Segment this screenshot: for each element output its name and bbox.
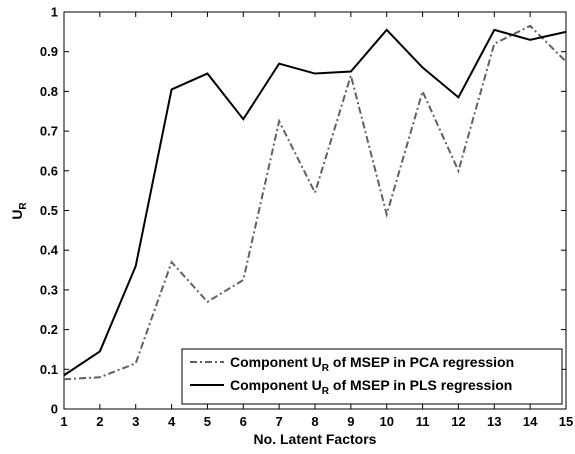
legend-label-pca-post: of MSEP in PCA regression (329, 354, 514, 370)
legend-label-pca-subscript: R (322, 363, 330, 374)
y-axis-title: UR (9, 202, 29, 220)
y-axis-title-main: U (9, 210, 25, 220)
x-tick-label: 15 (559, 414, 573, 429)
legend-label-pls-subscript: R (322, 386, 330, 397)
y-tick-label: 1 (51, 5, 58, 20)
legend-box (181, 348, 563, 405)
legend-label-pls-post: of MSEP in PLS regression (329, 377, 512, 393)
x-tick-label: 4 (168, 414, 176, 429)
legend-label-pls-pre: Component U (230, 377, 322, 393)
legend: Component UR of MSEP in PCA regression C… (181, 348, 563, 405)
x-tick-label: 8 (311, 414, 318, 429)
series-line-pca (63, 24, 567, 381)
y-axis-title-subscript: R (18, 202, 29, 210)
x-tick-label: 9 (347, 414, 354, 429)
y-tick-label: 0.5 (40, 203, 58, 218)
x-axis-title: No. Latent Factors (254, 431, 377, 447)
y-tick-label: 0.6 (40, 163, 58, 178)
y-tick-label: 0.8 (40, 84, 58, 99)
y-tick-label: 0.4 (40, 243, 59, 258)
x-tick-label: 6 (240, 414, 247, 429)
series-lines (63, 24, 567, 381)
y-tick-label: 0.1 (40, 362, 58, 377)
x-tick-label: 7 (276, 414, 283, 429)
x-tick-label: 10 (379, 414, 393, 429)
y-tick-label: 0.9 (40, 44, 58, 59)
legend-label-pls: Component UR of MSEP in PLS regression (230, 377, 512, 397)
legend-label-pca-pre: Component U (230, 354, 322, 370)
x-tick-label: 13 (487, 414, 501, 429)
x-tick-label: 5 (204, 414, 211, 429)
y-tick-label: 0.3 (40, 282, 58, 297)
x-tick-label: 11 (416, 414, 430, 429)
x-tick-label: 2 (96, 414, 103, 429)
x-tick-label: 1 (60, 414, 67, 429)
x-tick-label: 12 (451, 414, 465, 429)
series-line-pls (63, 28, 567, 377)
legend-label-pca: Component UR of MSEP in PCA regression (230, 354, 514, 374)
axis-ticks: 1 2 3 4 5 6 7 8 9 10 11 12 13 14 1500.10.20.30.40.50.6… (40, 5, 573, 430)
x-tick-label: 14 (523, 414, 538, 429)
y-tick-label: 0.2 (40, 322, 58, 337)
y-tick-label: 0 (51, 402, 58, 417)
y-tick-label: 0.7 (40, 124, 58, 139)
x-tick-label: 3 (132, 414, 139, 429)
